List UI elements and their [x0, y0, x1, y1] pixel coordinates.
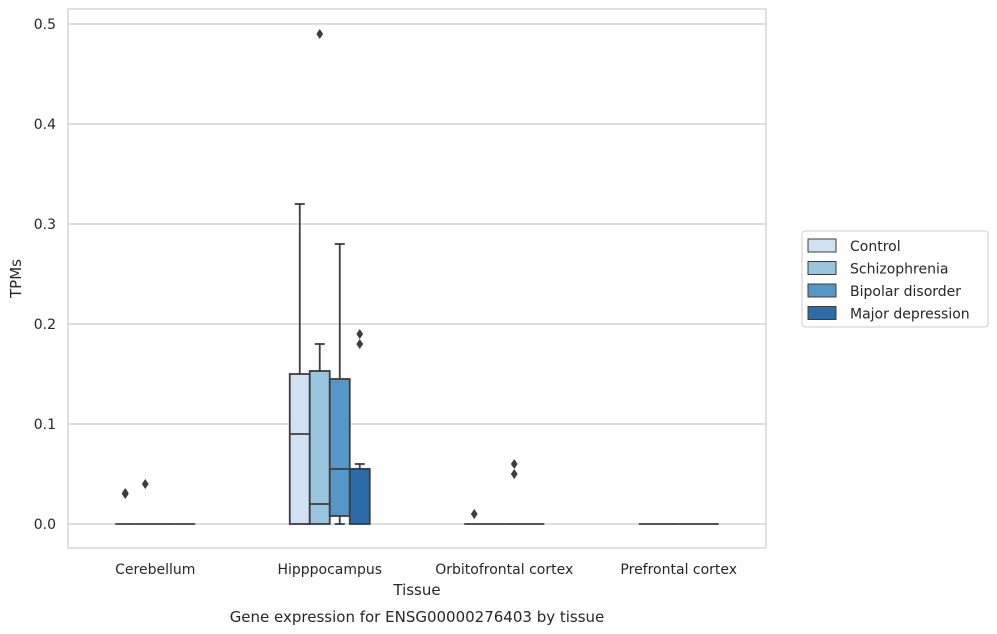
box-0-2	[464, 509, 485, 525]
outlier-point	[356, 329, 364, 339]
box	[308, 370, 331, 525]
chart-caption: Gene expression for ENSG00000276403 by t…	[230, 608, 605, 626]
legend-label: Major depression	[850, 307, 970, 323]
legend-label: Schizophrenia	[850, 262, 948, 278]
y-tick-labels: 0.0 0.1 0.2 0.3 0.4 0.5	[34, 17, 56, 533]
legend-swatch	[807, 283, 837, 298]
box-0-1	[288, 203, 311, 525]
outlier-point	[356, 339, 364, 349]
x-tick-label: Cerebellum	[115, 562, 195, 578]
legend-label: Bipolar disorder	[850, 284, 961, 300]
x-tick-label: Hipppocampus	[277, 562, 382, 578]
y-tick-label: 0.3	[34, 217, 56, 233]
box-1-0	[135, 479, 156, 525]
outlier-point	[510, 469, 518, 479]
x-tick-label: Orbitofrontal cortex	[435, 562, 573, 578]
outlier-point	[121, 488, 129, 498]
y-tick-label: 0.2	[34, 317, 56, 333]
boxes-layer	[115, 29, 719, 525]
box	[348, 468, 371, 525]
outlier-point	[510, 459, 518, 469]
box	[328, 378, 351, 517]
x-axis-label: Tissue	[392, 581, 440, 599]
legend: Control Schizophrenia Bipolar disorder Majo…	[801, 230, 989, 328]
y-axis-label: TPMs	[7, 259, 25, 299]
box-0-0	[115, 488, 136, 525]
box-1-1	[308, 29, 331, 525]
plot-frame	[67, 8, 767, 549]
x-tick-labels: Cerebellum Hipppocampus Orbitofrontal cort…	[115, 562, 737, 578]
legend-label: Control	[850, 239, 901, 255]
y-tick-label: 0.0	[34, 517, 56, 533]
outlier-point	[470, 509, 478, 519]
x-tick-label: Prefrontal cortex	[620, 562, 737, 578]
outlier-point	[141, 479, 149, 489]
legend-frame	[801, 230, 989, 328]
y-tick-label: 0.1	[34, 417, 56, 433]
box-2-1	[328, 243, 351, 525]
box	[288, 373, 311, 525]
legend-swatch	[807, 238, 837, 253]
gridlines	[68, 23, 766, 525]
box-2-2	[504, 459, 525, 525]
legend-swatch	[807, 261, 837, 275]
y-tick-label: 0.5	[34, 17, 56, 33]
y-tick-label: 0.4	[34, 117, 56, 133]
outlier-point	[316, 29, 324, 39]
legend-swatch	[807, 306, 837, 320]
box-3-1	[348, 329, 371, 525]
